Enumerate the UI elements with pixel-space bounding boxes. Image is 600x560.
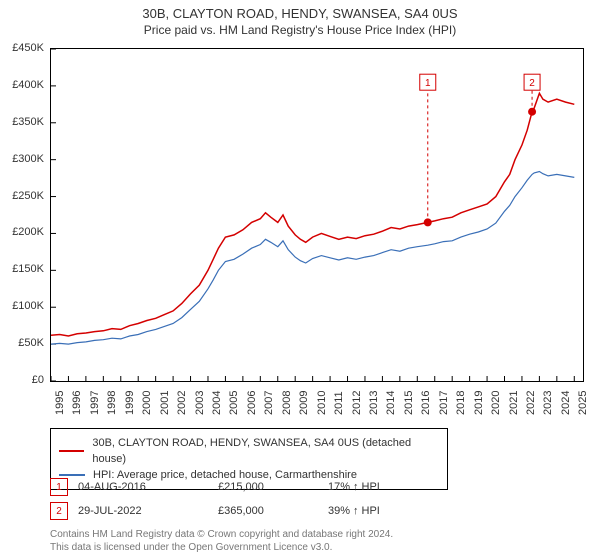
x-tick-label: 2018 xyxy=(455,391,467,415)
x-tick-label: 2025 xyxy=(577,391,589,415)
y-tick-label: £450K xyxy=(0,42,44,54)
sale-date-2: 29-JUL-2022 xyxy=(78,505,218,517)
y-tick-label: £250K xyxy=(0,190,44,202)
sale-price-1: £215,000 xyxy=(218,481,328,493)
x-tick-label: 2002 xyxy=(176,391,188,415)
x-tick-label: 2006 xyxy=(246,391,258,415)
x-tick-label: 2008 xyxy=(281,391,293,415)
y-tick-label: £200K xyxy=(0,226,44,238)
x-tick-label: 2009 xyxy=(298,391,310,415)
x-tick-label: 2015 xyxy=(403,391,415,415)
legend-label-price: 30B, CLAYTON ROAD, HENDY, SWANSEA, SA4 0… xyxy=(92,435,439,467)
legend-row-price: 30B, CLAYTON ROAD, HENDY, SWANSEA, SA4 0… xyxy=(59,435,439,467)
marker-badge-1: 1 xyxy=(50,478,68,496)
y-tick-label: £0 xyxy=(0,374,44,386)
x-tick-label: 2016 xyxy=(420,391,432,415)
sale-pct-2: 39% ↑ HPI xyxy=(328,505,380,517)
y-tick-label: £50K xyxy=(0,337,44,349)
x-tick-label: 2003 xyxy=(194,391,206,415)
chart-subtitle: Price paid vs. HM Land Registry's House … xyxy=(0,21,600,41)
x-tick-label: 1995 xyxy=(54,391,66,415)
x-tick-label: 2024 xyxy=(560,391,572,415)
x-tick-label: 2001 xyxy=(159,391,171,415)
up-arrow-icon: ↑ xyxy=(353,505,359,517)
y-tick-label: £300K xyxy=(0,153,44,165)
x-tick-label: 2011 xyxy=(333,391,345,415)
sale-price-2: £365,000 xyxy=(218,505,328,517)
legend-swatch-hpi xyxy=(59,474,85,476)
up-arrow-icon: ↑ xyxy=(353,481,359,493)
svg-text:2: 2 xyxy=(529,78,535,89)
sale-pct-1: 17% ↑ HPI xyxy=(328,481,380,493)
footer-text: Contains HM Land Registry data © Crown c… xyxy=(50,528,393,554)
plot-svg: 12 xyxy=(51,49,583,381)
x-tick-label: 2019 xyxy=(473,391,485,415)
x-tick-label: 1999 xyxy=(124,391,136,415)
x-tick-label: 2007 xyxy=(263,391,275,415)
sale-row-2: 2 29-JUL-2022 £365,000 39% ↑ HPI xyxy=(50,502,380,520)
plot-area: 12 xyxy=(50,48,584,382)
x-tick-label: 2020 xyxy=(490,391,502,415)
y-tick-label: £400K xyxy=(0,79,44,91)
x-tick-label: 2023 xyxy=(542,391,554,415)
x-tick-label: 2013 xyxy=(368,391,380,415)
x-tick-label: 1997 xyxy=(89,391,101,415)
y-tick-label: £100K xyxy=(0,300,44,312)
y-tick-label: £350K xyxy=(0,116,44,128)
y-tick-label: £150K xyxy=(0,263,44,275)
footer-line-2: This data is licensed under the Open Gov… xyxy=(50,541,393,554)
chart-title: 30B, CLAYTON ROAD, HENDY, SWANSEA, SA4 0… xyxy=(0,0,600,21)
sale-date-1: 04-AUG-2016 xyxy=(78,481,218,493)
x-tick-label: 2004 xyxy=(211,391,223,415)
x-tick-label: 2000 xyxy=(141,391,153,415)
x-tick-label: 2005 xyxy=(228,391,240,415)
sale-row-1: 1 04-AUG-2016 £215,000 17% ↑ HPI xyxy=(50,478,380,496)
svg-text:1: 1 xyxy=(425,78,431,89)
x-tick-label: 2022 xyxy=(525,391,537,415)
legend-swatch-price xyxy=(59,450,84,452)
x-tick-label: 2014 xyxy=(385,391,397,415)
x-tick-label: 2017 xyxy=(438,391,450,415)
x-tick-label: 2010 xyxy=(316,391,328,415)
x-tick-label: 2012 xyxy=(351,391,363,415)
marker-badge-2: 2 xyxy=(50,502,68,520)
x-tick-label: 2021 xyxy=(508,391,520,415)
x-tick-label: 1998 xyxy=(106,391,118,415)
footer-line-1: Contains HM Land Registry data © Crown c… xyxy=(50,528,393,541)
x-tick-label: 1996 xyxy=(71,391,83,415)
